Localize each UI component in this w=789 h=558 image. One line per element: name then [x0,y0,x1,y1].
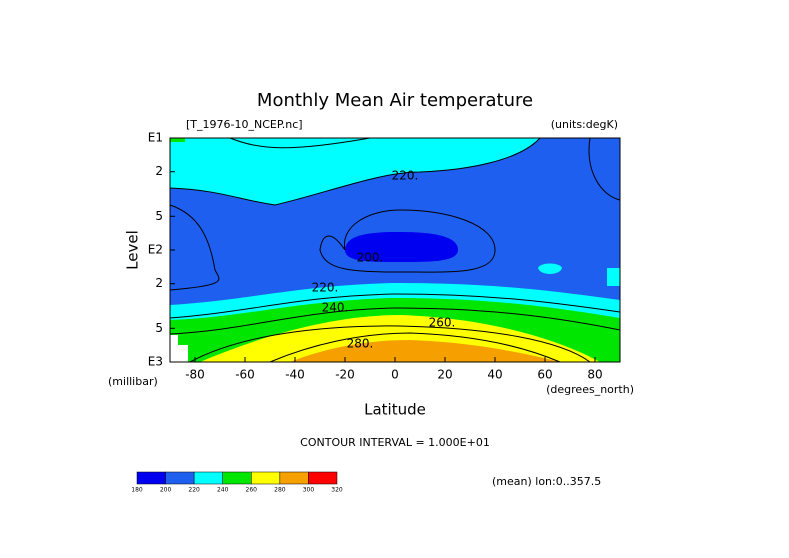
colorbar-box [136,471,166,485]
contour-fill [170,138,185,142]
contour-line [169,204,220,291]
y-units: (millibar) [108,375,158,388]
colorbar-label: 280 [274,487,286,494]
x-tick-label: -60 [235,368,255,382]
contour-line [588,137,621,201]
y-tick-label: E2 [148,243,163,257]
colorbar-label: 220 [188,487,200,494]
colorbar-box [222,471,252,485]
x-tick-label: -80 [185,368,205,382]
x-tick-label: 60 [537,368,552,382]
y-tick-label: 5 [155,321,163,335]
contour-fill [170,138,540,205]
units-label: (units:degK) [551,118,618,131]
chart-title: Monthly Mean Air temperature [257,90,533,111]
contour-line [169,137,541,206]
contour-line [189,325,591,363]
colorbar-box [251,471,281,485]
contour-line [169,293,621,319]
x-tick-label: 80 [587,368,602,382]
x-tick-label: -40 [285,368,305,382]
x-tick-label: 40 [487,368,502,382]
y-tick-label: 5 [155,209,163,223]
contour-fill [607,268,620,286]
colorbar-box [279,471,309,485]
x-axis-label: Latitude [364,401,426,419]
contour-interval: CONTOUR INTERVAL = 1.000E+01 [300,436,490,449]
contour-label: 200. [357,251,384,265]
contour-fill [345,232,458,262]
contour-label: 220. [392,169,419,183]
colorbar-label: 260 [246,487,258,494]
contour-label: 220. [312,281,339,295]
contour-fill [538,263,562,274]
colorbar-label: 240 [217,487,229,494]
x-units: (degrees_north) [546,383,634,396]
contour-label: 280. [347,337,374,351]
file-label: [T_1976-10_NCEP.nc] [186,118,303,131]
x-tick-label: 0 [391,368,399,382]
colorbar-label: 200 [160,487,172,494]
colorbar-label: 180 [131,487,143,494]
y-tick-label: E3 [148,355,163,369]
contour-label: 240. [322,301,349,315]
contour-line [229,137,371,149]
contour-fill [290,340,560,362]
colorbar-label: 320 [331,487,343,494]
contour-label: 260. [429,316,456,330]
contour-line [319,209,496,273]
colorbar-box [308,471,338,485]
contour-line [169,307,621,335]
colorbar-box [165,471,195,485]
y-tick-label: E1 [148,131,163,145]
colorbar-label: 300 [303,487,315,494]
y-axis-label: Level [124,230,142,270]
missing-area [170,335,188,362]
colorbar-box [193,471,223,485]
y-tick-label: 2 [155,164,163,178]
footnote: (mean) lon:0..357.5 [492,475,601,488]
x-tick-label: -20 [335,368,355,382]
contour-line [269,332,561,363]
y-tick-label: 2 [155,276,163,290]
x-tick-label: 20 [437,368,452,382]
